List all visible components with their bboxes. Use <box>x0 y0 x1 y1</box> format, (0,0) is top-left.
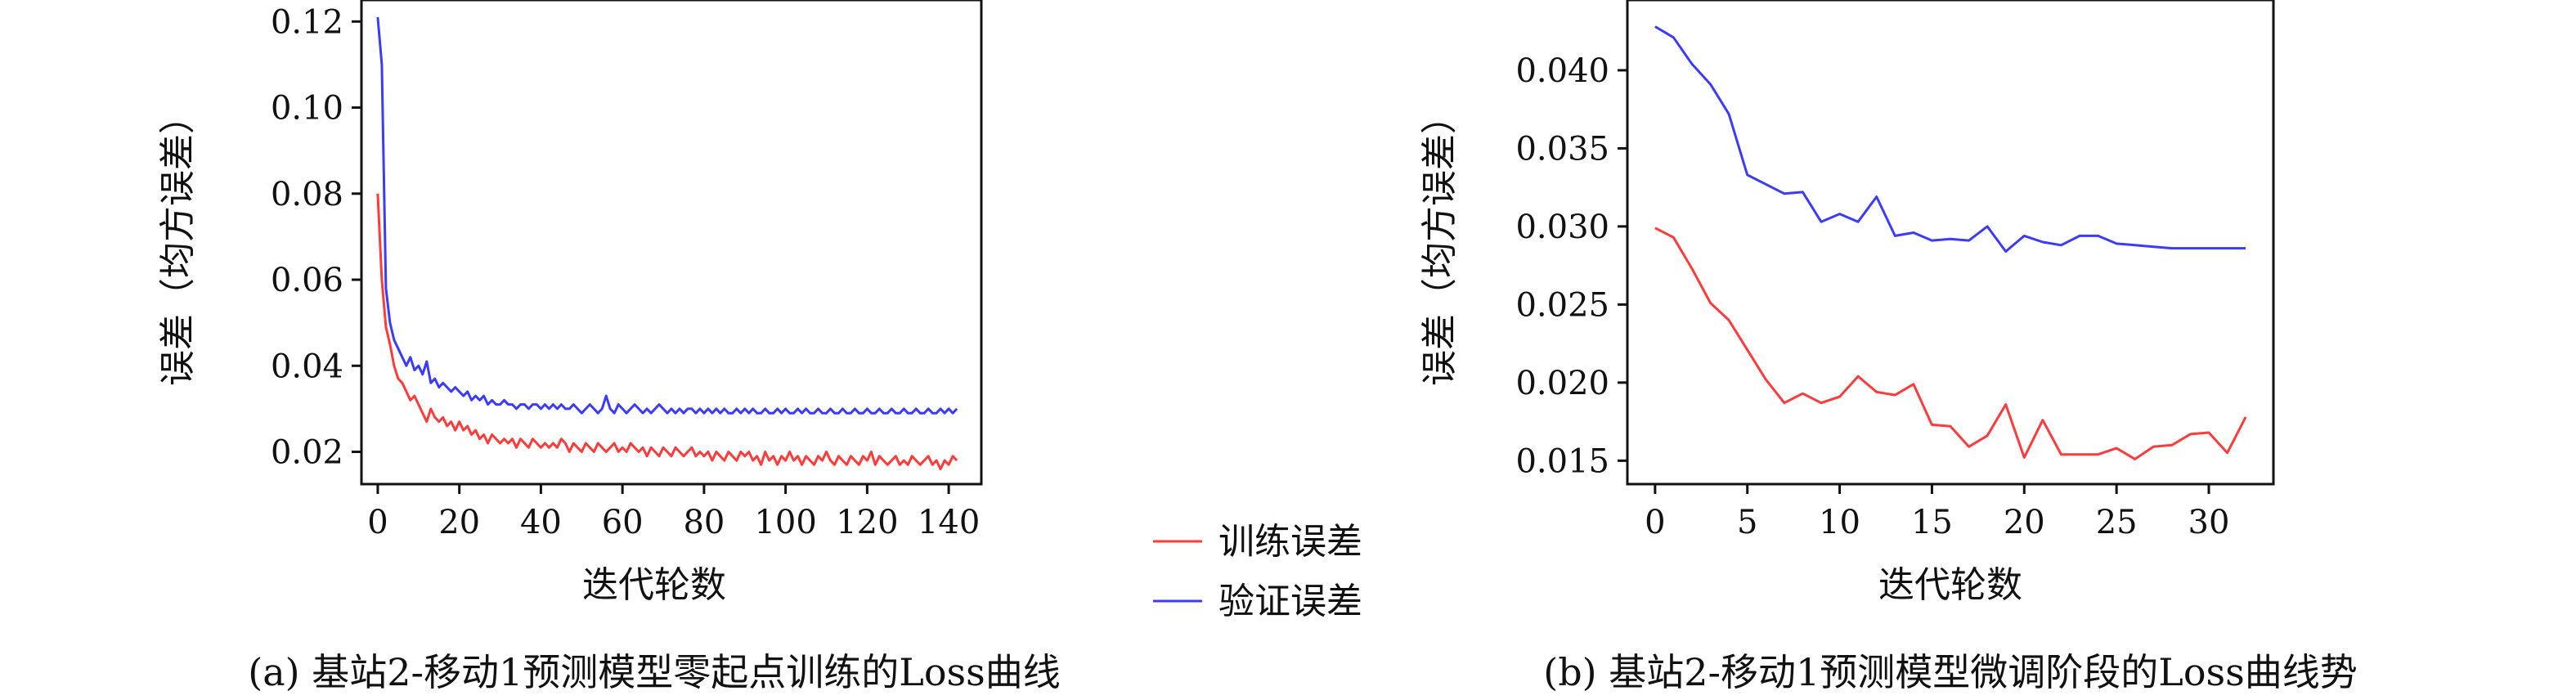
x-tick-label: 15 <box>1911 504 1953 541</box>
legend-val-label: 验证误差 <box>1218 581 1362 622</box>
x-tick-label: 30 <box>2188 504 2230 541</box>
x-axis-title-b: 迭代轮数 <box>1878 564 2022 606</box>
x-tick-label: 100 <box>754 504 816 541</box>
y-tick-label: 0.020 <box>1515 365 1609 402</box>
x-tick-label: 5 <box>1737 504 1757 541</box>
y-axis-title-b: 误差（均方误差） <box>1419 98 1461 386</box>
y-tick-label: 0.02 <box>271 434 343 472</box>
val-loss-line <box>376 16 958 415</box>
y-tick-label: 0.035 <box>1515 130 1609 168</box>
x-axis-title-a: 迭代轮数 <box>582 564 726 606</box>
plot-frame-a <box>360 0 983 486</box>
x-tick-label: 40 <box>520 504 562 541</box>
y-tick-label: 0.040 <box>1515 52 1609 90</box>
val-loss-line <box>1654 25 2246 253</box>
y-tick-label: 0.06 <box>271 262 343 299</box>
y-axis-title-a: 误差（均方误差） <box>157 98 199 386</box>
x-tick-label: 10 <box>1819 504 1860 541</box>
x-tick-label: 20 <box>2004 504 2045 541</box>
y-tick-label: 0.08 <box>271 176 343 213</box>
y-tick-label: 0.04 <box>271 348 343 385</box>
train-loss-line <box>1654 227 2247 460</box>
y-tick-label: 0.015 <box>1515 442 1609 480</box>
x-tick-label: 60 <box>602 504 644 541</box>
x-tick-label: 140 <box>918 504 980 541</box>
y-tick-label: 0.030 <box>1515 209 1609 246</box>
y-tick-label: 0.12 <box>271 3 343 41</box>
x-tick-label: 20 <box>438 504 480 541</box>
plot-frame-b <box>1626 0 2275 486</box>
chart-b-marks: 0.015 0.020 0.025 0.030 0.035 0.040 0 5 10 15 20 25… <box>1515 25 2247 541</box>
y-tick-label: 0.10 <box>271 90 343 128</box>
legend: 训练误差 验证误差 <box>1153 521 1362 622</box>
chart-b: 0.015 0.020 0.025 0.030 0.035 0.040 0 5 10 15 20 25… <box>1419 0 2358 694</box>
legend-train-label: 训练误差 <box>1218 521 1362 563</box>
chart-a-marks: 0.02 0.04 0.06 0.08 0.10 0.12 0 20 40 60 80 100 120 1… <box>271 3 980 541</box>
chart-a: 0.02 0.04 0.06 0.08 0.10 0.12 0 20 40 60 80 100 120 1… <box>157 0 1061 694</box>
x-tick-label: 0 <box>1645 504 1665 541</box>
caption-b: (b) 基站2-移动1预测模型微调阶段的Loss曲线势 <box>1543 650 2358 694</box>
x-tick-label: 0 <box>367 504 388 541</box>
x-tick-label: 80 <box>683 504 725 541</box>
x-tick-label: 120 <box>836 504 898 541</box>
y-tick-label: 0.025 <box>1515 286 1609 324</box>
train-loss-line <box>376 193 958 471</box>
caption-a: (a) 基站2-移动1预测模型零起点训练的Loss曲线 <box>248 650 1060 694</box>
x-tick-label: 25 <box>2096 504 2138 541</box>
